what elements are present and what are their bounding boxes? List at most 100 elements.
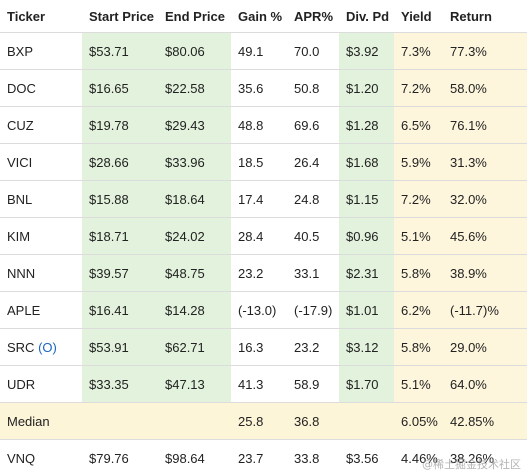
cell-return: 42.85% [443, 402, 527, 440]
cell-ticker: VICI [0, 143, 82, 181]
table-row: NNN $39.57 $48.75 23.2 33.1 $2.31 5.8% 3… [0, 254, 527, 292]
cell-return: 38.9% [443, 254, 527, 292]
cell-yield: 5.8% [394, 328, 443, 366]
cell-apr: 24.8 [287, 180, 339, 218]
cell-end-price: $80.06 [158, 32, 231, 70]
cell-return: 38.26% [443, 439, 527, 476]
header-apr: APR% [287, 0, 339, 33]
cell-div-pd: $2.31 [339, 254, 394, 292]
cell-end-price: $14.28 [158, 291, 231, 329]
cell-yield: 6.2% [394, 291, 443, 329]
cell-ticker: KIM [0, 217, 82, 255]
cell-end-price: $22.58 [158, 69, 231, 107]
cell-return: 64.0% [443, 365, 527, 403]
cell-gain: 23.7 [231, 439, 287, 476]
cell-apr: 23.2 [287, 328, 339, 366]
cell-yield: 5.8% [394, 254, 443, 292]
watermark-text: @稀土掘金技术社区 [422, 458, 521, 471]
cell-start-price: $33.35 [82, 365, 158, 403]
header-gain: Gain % [231, 0, 287, 33]
cell-ticker: VNQ [0, 439, 82, 476]
cell-start-price: $53.71 [82, 32, 158, 70]
cell-return: 58.0% [443, 69, 527, 107]
cell-yield: 5.1% [394, 365, 443, 403]
median-row: Median 25.8 36.8 6.05% 42.85% [0, 402, 527, 440]
cell-apr: 50.8 [287, 69, 339, 107]
cell-start-price [82, 402, 158, 440]
table-row: APLE $16.41 $14.28 (-13.0) (-17.9) $1.01… [0, 291, 527, 329]
cell-start-price: $16.65 [82, 69, 158, 107]
cell-start-price: $18.71 [82, 217, 158, 255]
cell-gain: 23.2 [231, 254, 287, 292]
cell-apr: 36.8 [287, 402, 339, 440]
cell-ticker: DOC [0, 69, 82, 107]
cell-return: 32.0% [443, 180, 527, 218]
cell-apr: 33.1 [287, 254, 339, 292]
ticker-link-o[interactable]: (O) [38, 339, 57, 355]
benchmark-row: VNQ $79.76 $98.64 23.7 33.8 $3.56 4.46% … [0, 439, 527, 476]
cell-div-pd: $1.15 [339, 180, 394, 218]
cell-end-price: $47.13 [158, 365, 231, 403]
cell-end-price: $33.96 [158, 143, 231, 181]
header-yield: Yield [394, 0, 443, 33]
table-row: VICI $28.66 $33.96 18.5 26.4 $1.68 5.9% … [0, 143, 527, 181]
cell-gain: 28.4 [231, 217, 287, 255]
cell-yield: 7.3% [394, 32, 443, 70]
table-row: CUZ $19.78 $29.43 48.8 69.6 $1.28 6.5% 7… [0, 106, 527, 144]
cell-gain: 49.1 [231, 32, 287, 70]
cell-gain: 35.6 [231, 69, 287, 107]
table-row: DOC $16.65 $22.58 35.6 50.8 $1.20 7.2% 5… [0, 69, 527, 107]
cell-gain: 16.3 [231, 328, 287, 366]
cell-end-price: $29.43 [158, 106, 231, 144]
cell-ticker: BNL [0, 180, 82, 218]
header-return: Return [443, 0, 527, 33]
cell-end-price: $48.75 [158, 254, 231, 292]
cell-start-price: $53.91 [82, 328, 158, 366]
cell-div-pd: $1.68 [339, 143, 394, 181]
cell-apr: 40.5 [287, 217, 339, 255]
cell-gain: 18.5 [231, 143, 287, 181]
cell-apr: 58.9 [287, 365, 339, 403]
cell-div-pd: $1.70 [339, 365, 394, 403]
cell-yield: 4.46% [394, 439, 443, 476]
cell-ticker: CUZ [0, 106, 82, 144]
cell-start-price: $15.88 [82, 180, 158, 218]
cell-div-pd [339, 402, 394, 440]
cell-div-pd: $3.92 [339, 32, 394, 70]
cell-return: 29.0% [443, 328, 527, 366]
cell-end-price: $24.02 [158, 217, 231, 255]
cell-yield: 7.2% [394, 180, 443, 218]
cell-div-pd: $0.96 [339, 217, 394, 255]
cell-gain: (-13.0) [231, 291, 287, 329]
header-start-price: Start Price [82, 0, 158, 33]
cell-start-price: $39.57 [82, 254, 158, 292]
cell-start-price: $79.76 [82, 439, 158, 476]
cell-return: 45.6% [443, 217, 527, 255]
table-row: UDR $33.35 $47.13 41.3 58.9 $1.70 5.1% 6… [0, 365, 527, 403]
cell-end-price: $98.64 [158, 439, 231, 476]
cell-yield: 5.9% [394, 143, 443, 181]
table-row: BNL $15.88 $18.64 17.4 24.8 $1.15 7.2% 3… [0, 180, 527, 218]
cell-ticker: APLE [0, 291, 82, 329]
cell-yield: 6.05% [394, 402, 443, 440]
header-row: Ticker Start Price End Price Gain % APR%… [0, 0, 527, 33]
cell-gain: 25.8 [231, 402, 287, 440]
cell-apr: 69.6 [287, 106, 339, 144]
cell-apr: (-17.9) [287, 291, 339, 329]
cell-ticker: NNN [0, 254, 82, 292]
cell-return: 31.3% [443, 143, 527, 181]
ticker-text: SRC [7, 339, 35, 355]
cell-apr: 26.4 [287, 143, 339, 181]
cell-yield: 5.1% [394, 217, 443, 255]
cell-ticker: BXP [0, 32, 82, 70]
cell-return: 77.3% [443, 32, 527, 70]
cell-yield: 6.5% [394, 106, 443, 144]
cell-return: (-11.7)% [443, 291, 527, 329]
cell-start-price: $19.78 [82, 106, 158, 144]
table-row: BXP $53.71 $80.06 49.1 70.0 $3.92 7.3% 7… [0, 32, 527, 70]
cell-yield: 7.2% [394, 69, 443, 107]
cell-div-pd: $3.56 [339, 439, 394, 476]
cell-apr: 70.0 [287, 32, 339, 70]
cell-return: 76.1% [443, 106, 527, 144]
